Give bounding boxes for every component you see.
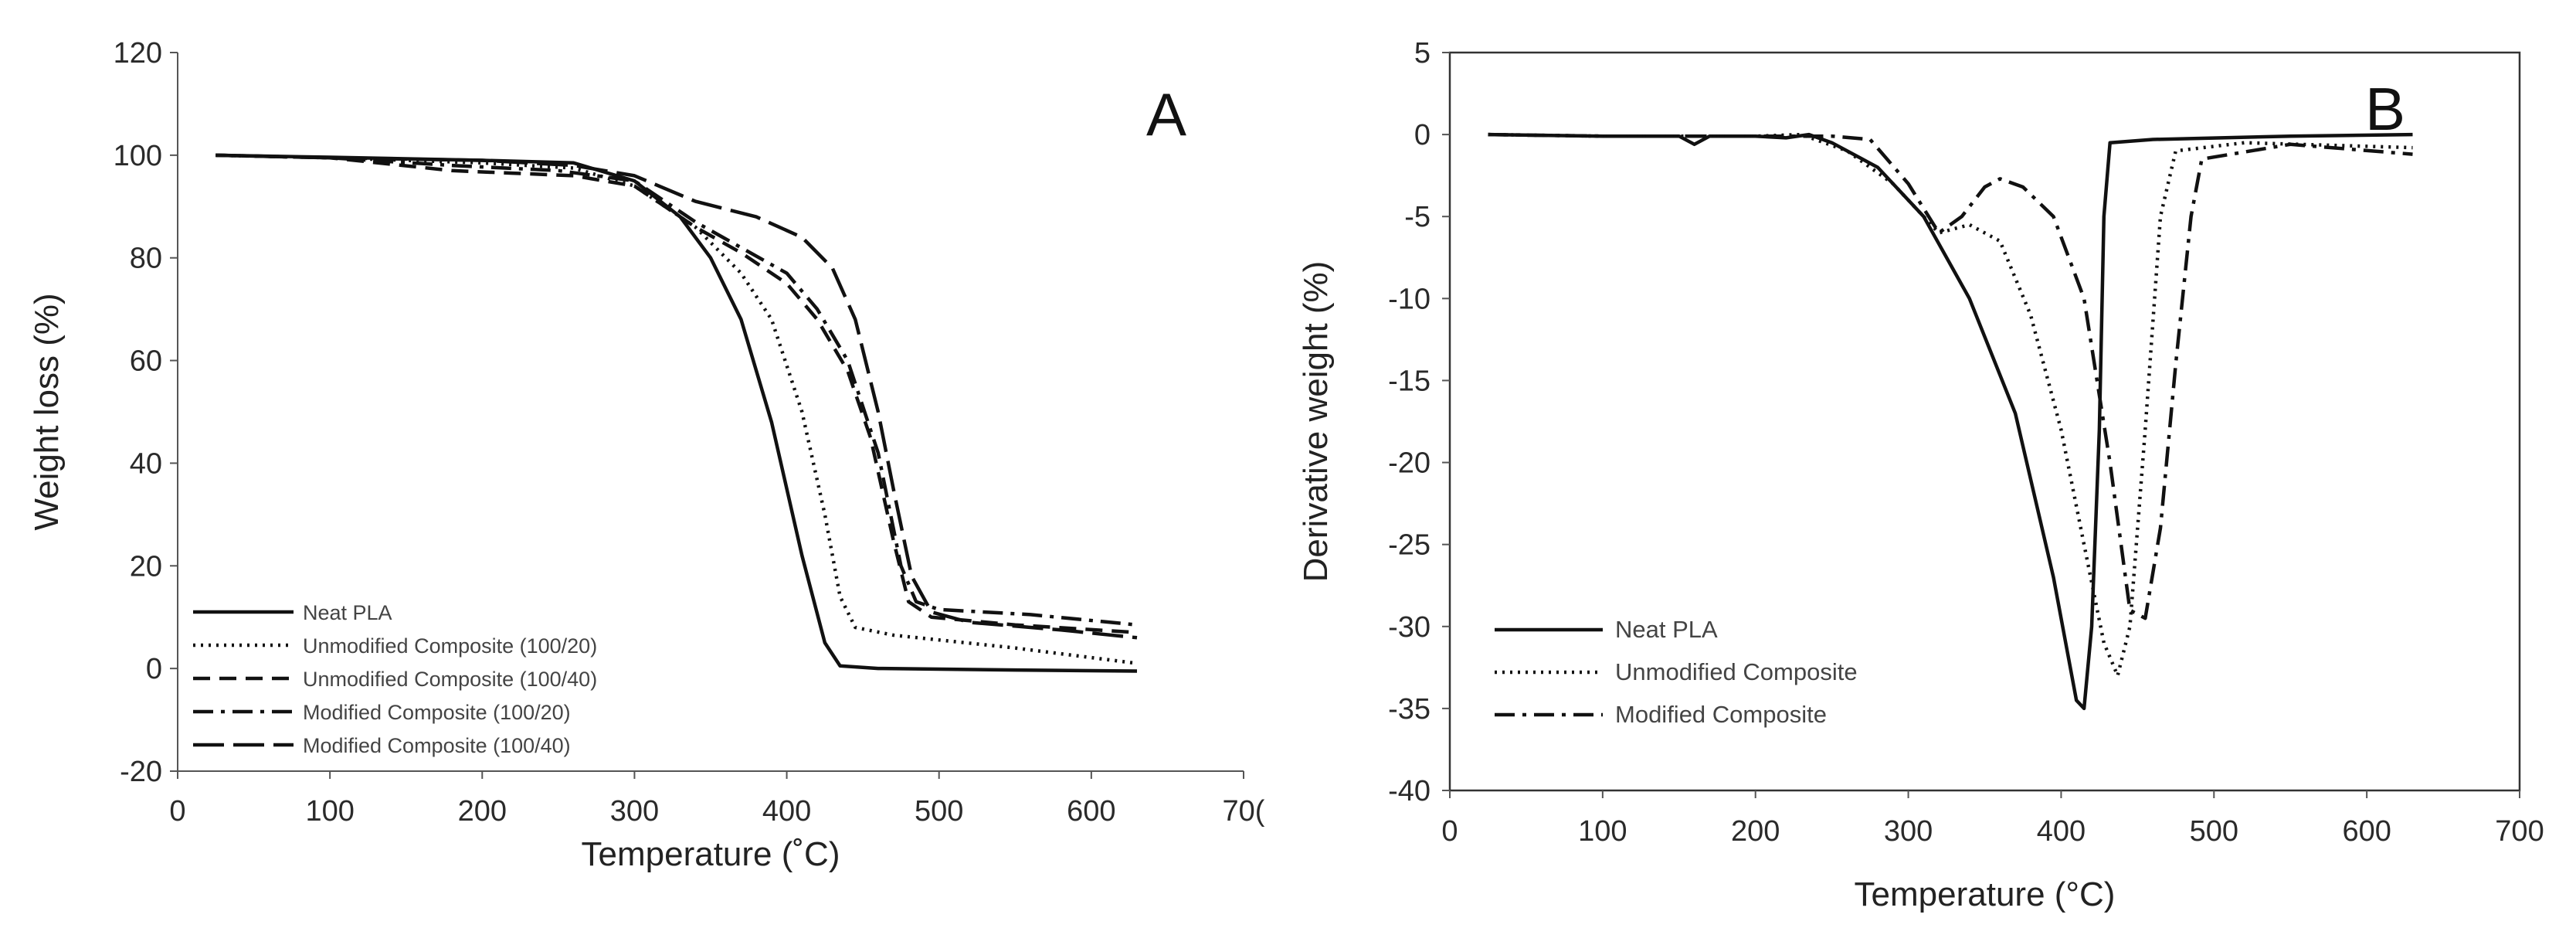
y-tick-label: -10: [1388, 283, 1431, 315]
y-tick-label: 60: [130, 345, 162, 378]
y-tick-label: -5: [1404, 201, 1431, 233]
series-line-2: [1488, 132, 2413, 678]
x-axis-label: Temperature (˚C): [582, 835, 840, 873]
legend-label: Modified Composite (100/20): [303, 701, 571, 724]
x-tick-label: 400: [2037, 815, 2086, 848]
y-tick-label: -20: [120, 756, 162, 788]
x-tick-label: 0: [169, 795, 185, 828]
y-tick-label: 120: [114, 37, 162, 70]
x-tick-label: 600: [1067, 795, 1115, 828]
panel-label: A: [1146, 80, 1186, 148]
legend-label: Neat PLA: [303, 601, 392, 624]
y-axis-label: Derivative weight (%): [1297, 261, 1335, 583]
legend-label: Modified Composite (100/40): [303, 734, 571, 757]
series-line-1: [1488, 132, 2413, 711]
y-tick-label: -15: [1388, 365, 1431, 397]
panel-label: B: [2365, 75, 2405, 143]
x-tick-label: 70(: [1223, 795, 1265, 828]
x-tick-label: 400: [762, 795, 811, 828]
legend: Neat PLA Unmodified Composite (100/20) Unm…: [193, 601, 597, 757]
y-tick-label: -30: [1388, 611, 1431, 644]
x-tick-label: 100: [1578, 815, 1627, 848]
y-tick-label: 20: [130, 550, 162, 583]
legend-label: Unmodified Composite: [1615, 658, 1858, 685]
series-line-3: [1488, 132, 2413, 620]
x-tick-label: 500: [915, 795, 963, 828]
plot-frame: [1448, 51, 2521, 792]
y-tick-label: 100: [114, 140, 162, 172]
series-line-5: [216, 153, 1138, 640]
y-axis-label: Weight loss (%): [28, 293, 66, 530]
y-tick-label: 0: [1414, 119, 1431, 151]
y-tick-label: -20: [1388, 447, 1431, 480]
legend: Neat PLA Unmodified Composite Modified Com…: [1495, 616, 1858, 728]
legend-label: Neat PLA: [1615, 616, 1718, 643]
series-line-3: [216, 153, 1138, 634]
y-tick-label: 0: [146, 653, 162, 685]
x-tick-label: 500: [2190, 815, 2238, 848]
x-tick-label: 700: [2495, 815, 2544, 848]
x-tick-label: 100: [305, 795, 354, 828]
legend-label: Unmodified Composite (100/40): [303, 668, 597, 691]
x-tick-label: 300: [1884, 815, 1933, 848]
x-tick-label: 0: [1441, 815, 1458, 848]
legend-label: Modified Composite: [1615, 701, 1827, 728]
series-line-4: [216, 153, 1138, 627]
y-tick-label: 40: [130, 447, 162, 480]
x-tick-label: 600: [2342, 815, 2391, 848]
x-axis-label: Temperature (°C): [1855, 875, 2116, 913]
x-tick-label: 200: [1731, 815, 1780, 848]
legend-label: Unmodified Composite (100/20): [303, 634, 597, 658]
y-tick-label: -35: [1388, 693, 1431, 726]
y-tick-label: 80: [130, 243, 162, 275]
y-tick-label: 5: [1414, 37, 1431, 70]
y-tick-label: -40: [1388, 775, 1431, 807]
x-tick-label: 200: [458, 795, 507, 828]
y-tick-label: -25: [1388, 529, 1431, 562]
x-tick-label: 300: [610, 795, 659, 828]
